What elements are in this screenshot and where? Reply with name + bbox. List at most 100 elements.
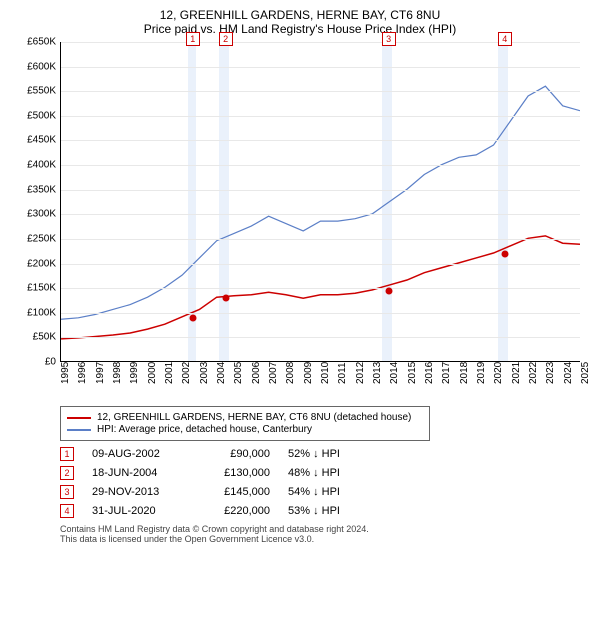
gridline [61,190,580,191]
gridline [61,91,580,92]
sale-marker-box: 2 [219,32,233,46]
x-tick-label: 1997 [95,362,106,384]
x-tick-label: 2009 [303,362,314,384]
sale-pct: 48% ↓ HPI [288,467,368,479]
x-tick-label: 2004 [216,362,227,384]
sale-dot [501,250,508,257]
legend-label: 12, GREENHILL GARDENS, HERNE BAY, CT6 8N… [97,412,411,423]
gridline [61,140,580,141]
y-tick-label: £400K [27,160,56,171]
x-tick-label: 2013 [372,362,383,384]
x-tick-label: 2014 [389,362,400,384]
x-tick-label: 2023 [545,362,556,384]
sale-marker-box: 1 [186,32,200,46]
sale-pct: 52% ↓ HPI [288,448,368,460]
legend: 12, GREENHILL GARDENS, HERNE BAY, CT6 8N… [60,406,430,441]
footer-attribution: Contains HM Land Registry data © Crown c… [60,524,590,544]
gridline [61,116,580,117]
sale-dot [385,287,392,294]
legend-swatch [67,429,91,431]
x-tick-label: 2025 [580,362,591,384]
y-tick-label: £150K [27,283,56,294]
x-tick-label: 2005 [233,362,244,384]
sale-dot [222,295,229,302]
plot-area: 1234 [60,42,580,362]
y-tick-label: £350K [27,184,56,195]
sale-price: £145,000 [200,486,270,498]
sale-row-marker: 2 [60,466,74,480]
x-tick-label: 1999 [129,362,140,384]
gridline [61,165,580,166]
gridline [61,337,580,338]
gridline [61,264,580,265]
sale-date: 31-JUL-2020 [92,505,182,517]
x-tick-label: 2001 [164,362,175,384]
legend-item: 12, GREENHILL GARDENS, HERNE BAY, CT6 8N… [67,412,423,423]
sale-row-marker: 3 [60,485,74,499]
sale-marker-box: 4 [498,32,512,46]
x-tick-label: 2002 [181,362,192,384]
sale-row: 1 09-AUG-2002 £90,000 52% ↓ HPI [60,447,590,461]
legend-item: HPI: Average price, detached house, Cant… [67,424,423,435]
gridline [61,313,580,314]
x-tick-label: 2015 [407,362,418,384]
sale-price: £220,000 [200,505,270,517]
y-tick-label: £250K [27,233,56,244]
x-tick-label: 2008 [285,362,296,384]
sales-table: 1 09-AUG-2002 £90,000 52% ↓ HPI 2 18-JUN-2004… [60,447,590,518]
chart-container: 12, GREENHILL GARDENS, HERNE BAY, CT6 8N… [0,0,600,552]
sale-row-marker: 4 [60,504,74,518]
sale-price: £130,000 [200,467,270,479]
x-tick-label: 2024 [563,362,574,384]
sale-row: 4 31-JUL-2020 £220,000 53% ↓ HPI [60,504,590,518]
sale-marker-box: 3 [382,32,396,46]
sale-pct: 53% ↓ HPI [288,505,368,517]
x-tick-label: 2000 [147,362,158,384]
legend-label: HPI: Average price, detached house, Cant… [97,424,312,435]
sale-date: 18-JUN-2004 [92,467,182,479]
y-tick-label: £50K [33,332,56,343]
footer-line1: Contains HM Land Registry data © Crown c… [60,524,590,534]
x-tick-label: 2006 [251,362,262,384]
y-tick-label: £550K [27,86,56,97]
x-tick-label: 2020 [493,362,504,384]
sale-date: 29-NOV-2013 [92,486,182,498]
x-tick-label: 2010 [320,362,331,384]
sale-dot [189,314,196,321]
y-tick-label: £100K [27,307,56,318]
x-tick-label: 1995 [60,362,71,384]
gridline [61,239,580,240]
sale-row-marker: 1 [60,447,74,461]
sale-pct: 54% ↓ HPI [288,486,368,498]
y-tick-label: £300K [27,209,56,220]
sale-row: 2 18-JUN-2004 £130,000 48% ↓ HPI [60,466,590,480]
gridline [61,67,580,68]
y-tick-label: £600K [27,61,56,72]
x-tick-label: 2003 [199,362,210,384]
y-tick-label: £650K [27,37,56,48]
x-tick-label: 2016 [424,362,435,384]
sale-date: 09-AUG-2002 [92,448,182,460]
series-hpi [61,86,580,319]
sale-price: £90,000 [200,448,270,460]
x-tick-label: 2021 [511,362,522,384]
y-tick-label: £0 [45,357,56,368]
gridline [61,214,580,215]
page-title: 12, GREENHILL GARDENS, HERNE BAY, CT6 8N… [10,8,590,22]
x-tick-label: 2011 [337,362,348,384]
y-axis: £0£50K£100K£150K£200K£250K£300K£350K£400… [20,42,60,362]
sale-row: 3 29-NOV-2013 £145,000 54% ↓ HPI [60,485,590,499]
gridline [61,288,580,289]
x-tick-label: 2012 [355,362,366,384]
footer-line2: This data is licensed under the Open Gov… [60,534,590,544]
chart-area: £0 £50K £100K £150K £200K £250K £300K £350K £400… [20,42,580,402]
y-tick-label: £200K [27,258,56,269]
x-tick-label: 2018 [459,362,470,384]
x-tick-label: 2007 [268,362,279,384]
x-tick-label: 2019 [476,362,487,384]
legend-swatch [67,417,91,419]
y-tick-label: £450K [27,135,56,146]
x-tick-label: 1998 [112,362,123,384]
x-axis: 1995199619971998199920002001200220032004… [60,362,580,402]
x-tick-label: 2017 [441,362,452,384]
